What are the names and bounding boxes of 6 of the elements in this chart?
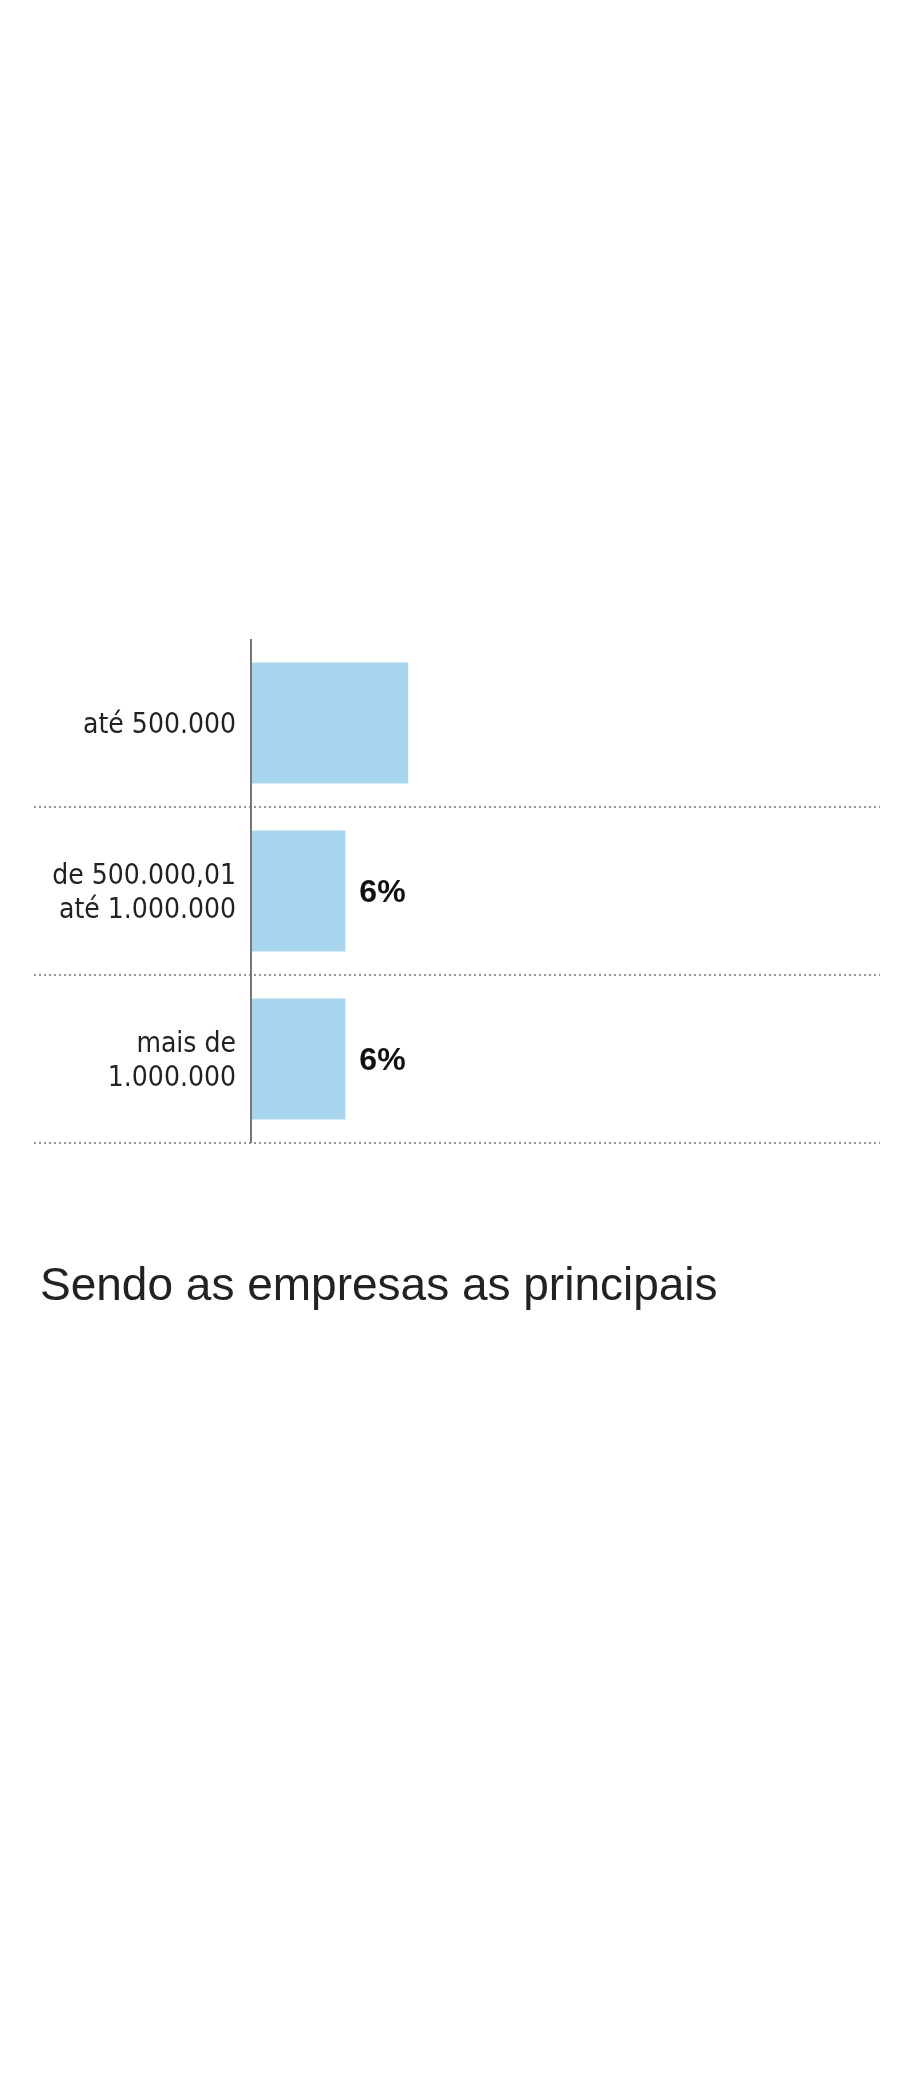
y-tick-label: mais de 1.000.000 bbox=[107, 1025, 236, 1093]
y-tick-label: até 500.000 bbox=[83, 706, 236, 740]
text: Sendo as empresas as principais bbox=[40, 1258, 718, 1310]
y-tick-label: de 500.000,01 até 1.000.000 bbox=[52, 857, 236, 925]
data-label: 6% bbox=[359, 873, 406, 909]
data-label: 6% bbox=[359, 1041, 406, 1077]
